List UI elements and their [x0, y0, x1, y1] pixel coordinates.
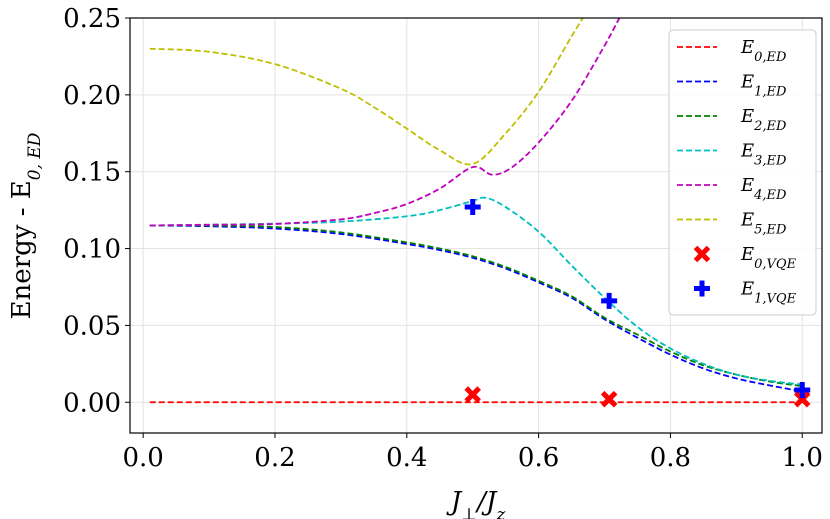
series-lines	[149, 18, 803, 404]
legend-label: E0,VQE	[740, 244, 797, 272]
series-line-4	[149, 18, 621, 227]
data-point-x	[600, 390, 618, 408]
x-tick-label: 1.0	[782, 443, 823, 473]
series-line-5	[149, 18, 584, 166]
data-point-plus	[464, 199, 481, 216]
data-point-x	[464, 386, 481, 403]
y-axis-label-main: Energy - E	[7, 180, 37, 319]
y-tick-label: 0.10	[63, 235, 121, 265]
x-tick-label: 0.2	[254, 443, 295, 473]
x-tick-label: 0.8	[650, 443, 691, 473]
series-line-3	[149, 196, 803, 386]
x-axis-label: J⊥/Jz	[446, 487, 507, 519]
legend-swatch	[694, 280, 710, 297]
x-axis-label-sub1: ⊥	[461, 505, 477, 519]
data-point-x	[793, 390, 811, 408]
legend-swatch	[693, 245, 711, 263]
data-point-plus	[794, 381, 811, 398]
y-ticks: 0.00 0.05 0.10 0.15 0.20 0.25	[63, 4, 130, 418]
legend-box	[668, 29, 817, 316]
series-markers	[464, 199, 811, 408]
y-axis-label: Energy - E0, ED	[7, 132, 45, 319]
x-tick-label: 0.6	[518, 443, 559, 473]
legend-label: E1,ED	[740, 72, 787, 100]
y-tick-label: 0.05	[63, 311, 121, 341]
legend-label: E0,ED	[740, 37, 787, 65]
legend-label: E1,VQE	[740, 279, 797, 307]
data-point-plus	[601, 292, 618, 309]
x-tick-label: 0.4	[386, 443, 427, 473]
legend-label: E3,ED	[740, 141, 787, 169]
series-line-1	[149, 224, 803, 393]
x-axis-label-sub2: z	[495, 505, 506, 519]
y-tick-label: 0.20	[63, 81, 121, 111]
series-line-2	[149, 224, 803, 388]
legend-label: E5,ED	[740, 210, 787, 238]
y-tick-label: 0.25	[63, 4, 121, 34]
x-ticks: 0.0 0.2 0.4 0.6 0.8 1.0	[123, 433, 823, 473]
x-axis-label-mid: /J	[474, 487, 498, 517]
legend: E0,ED E1,ED E2,ED E3,ED E4,ED E5,ED E0,VQE E1,V…	[668, 29, 817, 316]
x-tick-label: 0.0	[123, 443, 164, 473]
y-tick-label: 0.15	[63, 158, 121, 188]
y-tick-label: 0.00	[63, 388, 121, 418]
plot-frame	[129, 17, 823, 434]
x-axis-label-main: J	[446, 487, 463, 517]
legend-label: E2,ED	[740, 106, 787, 134]
legend-label: E4,ED	[740, 175, 787, 203]
y-axis-label-sub: 0, ED	[25, 132, 45, 180]
